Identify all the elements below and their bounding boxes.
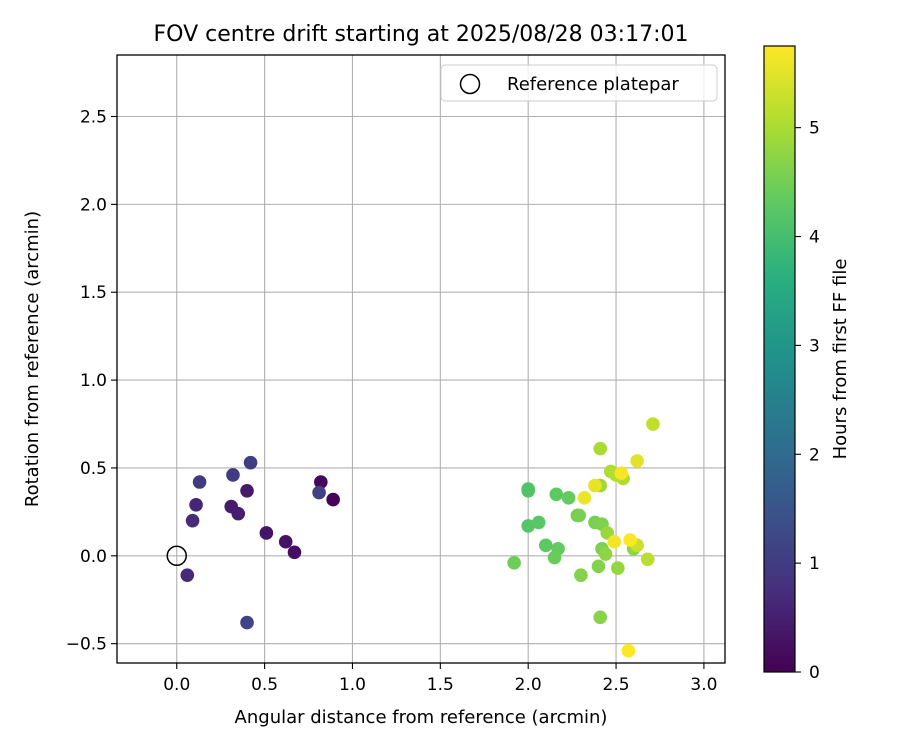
data-point-21	[561, 491, 576, 505]
grid-lines	[117, 55, 725, 663]
data-point-25	[507, 556, 521, 570]
x-axis-label: Angular distance from reference (arcmin)	[235, 707, 608, 728]
data-point-8	[189, 498, 203, 512]
colorbar: 0 1 2 3 4 5 Hours from first FF file	[763, 45, 851, 683]
chart-title: FOV centre drift starting at 2025/08/28 …	[154, 22, 689, 47]
data-point-18	[521, 519, 535, 533]
data-points	[180, 417, 660, 658]
plot-frame	[116, 54, 726, 664]
data-point-10	[180, 568, 195, 582]
x-tick-label: 0.0	[163, 675, 190, 695]
x-tick-label: 2.0	[515, 675, 542, 695]
data-point-4	[259, 526, 274, 540]
x-tick-label: 2.5	[603, 675, 630, 695]
y-tick-label: 1.5	[80, 283, 107, 303]
data-point-24	[547, 550, 562, 565]
y-tick-label: 0.5	[80, 459, 107, 479]
data-point-17	[521, 483, 535, 498]
legend-entry-reference-platepar: Reference platepar	[507, 74, 679, 95]
reference-platepar-marker	[166, 545, 187, 567]
y-axis-label: Rotation from reference (arcmin)	[22, 211, 43, 507]
data-point-47	[577, 491, 592, 505]
data-point-48	[607, 534, 622, 549]
legend-marker	[459, 73, 481, 95]
y-tick-label: 2.0	[80, 195, 107, 215]
legend-box	[440, 64, 718, 102]
data-point-49	[614, 466, 629, 481]
data-point-31	[591, 559, 606, 574]
data-point-20	[549, 487, 564, 502]
data-point-11	[192, 475, 207, 489]
data-point-13	[243, 455, 258, 470]
data-point-36	[611, 561, 625, 575]
colorbar-tick-label: 0	[809, 663, 820, 683]
x-tick-label: 0.5	[251, 675, 278, 695]
data-point-12	[226, 468, 240, 482]
data-point-1	[314, 475, 328, 489]
legend: Reference platepar	[440, 64, 718, 102]
y-tick-label: 2.5	[80, 108, 107, 128]
data-point-5	[240, 483, 254, 498]
data-point-52	[621, 643, 636, 658]
data-point-27	[572, 508, 586, 523]
data-point-14	[312, 485, 326, 500]
colorbar-label: Hours from first FF file	[830, 259, 851, 460]
y-tick-label: 0.0	[80, 547, 107, 567]
data-point-30	[574, 568, 588, 582]
reference-marker	[166, 545, 187, 567]
data-point-43	[640, 552, 655, 567]
x-tick-label: 3.0	[690, 675, 717, 695]
colorbar-tick-label: 1	[809, 554, 820, 574]
data-point-51	[623, 533, 637, 547]
data-point-46	[588, 478, 602, 493]
data-point-2	[287, 545, 302, 560]
data-point-7	[231, 506, 246, 521]
data-point-0	[326, 492, 340, 507]
colorbar-ticks: 0 1 2 3 4 5	[795, 119, 820, 683]
colorbar-gradient	[763, 45, 796, 673]
data-point-22	[538, 538, 553, 553]
colorbar-tick-label: 3	[809, 336, 820, 356]
colorbar-tick-label: 2	[809, 445, 820, 465]
data-point-32	[593, 610, 608, 625]
data-point-50	[630, 454, 644, 468]
colorbar-tick-label: 4	[809, 228, 820, 248]
data-point-44	[646, 417, 660, 431]
y-tick-label: −0.5	[66, 635, 107, 655]
data-point-9	[185, 513, 200, 528]
colorbar-tick-label: 5	[809, 119, 820, 139]
data-point-39	[593, 441, 608, 456]
data-point-34	[598, 547, 613, 561]
x-tick-label: 1.0	[339, 675, 366, 695]
data-point-3	[278, 534, 293, 549]
y-tick-label: 1.0	[80, 371, 107, 391]
x-axis-ticks: 0.0 0.5 1.0 1.5 2.0 2.5 3.0	[163, 663, 717, 695]
x-tick-label: 1.5	[427, 675, 454, 695]
data-point-15	[240, 615, 254, 630]
data-point-19	[531, 515, 546, 530]
y-axis-ticks: −0.5 0.0 0.5 1.0 1.5 2.0 2.5	[66, 108, 117, 655]
